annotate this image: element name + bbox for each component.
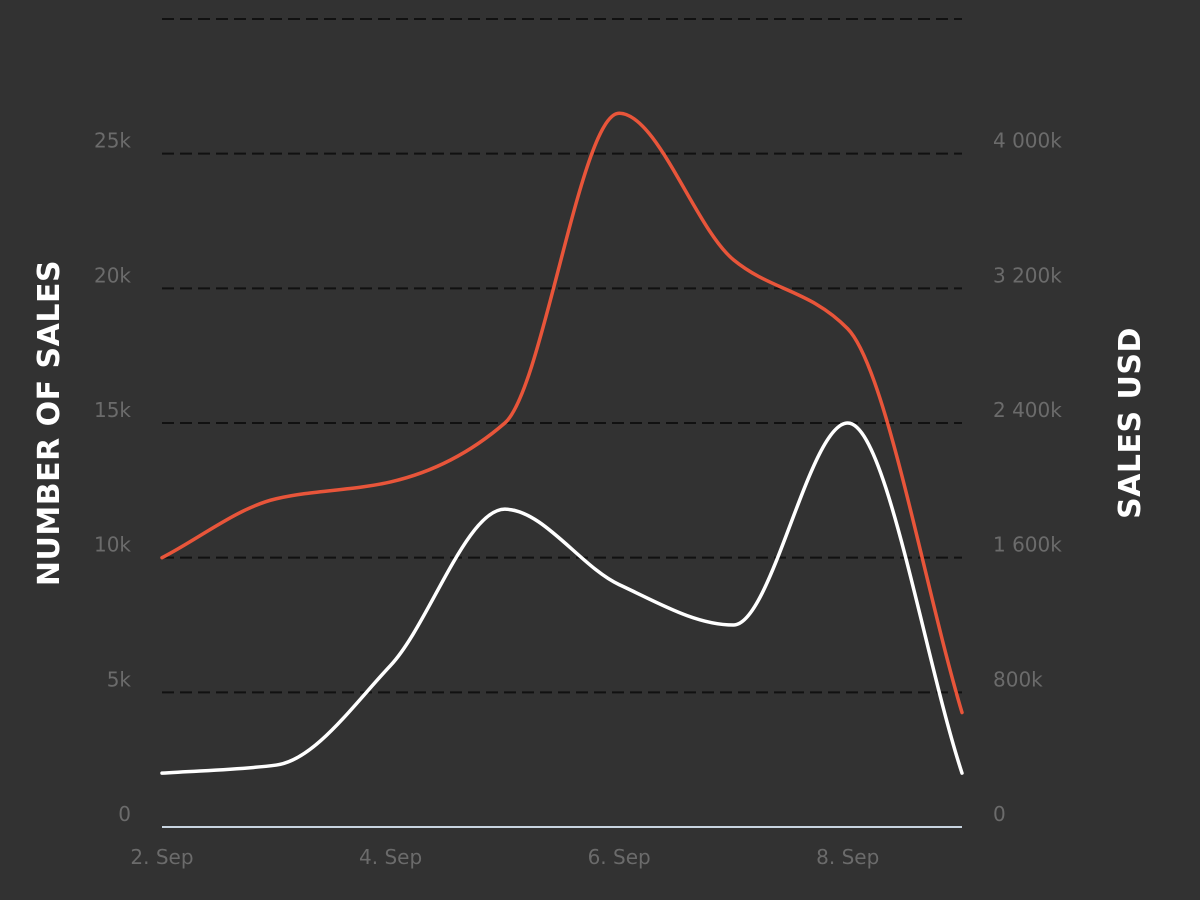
series-line-left: [160, 421, 964, 775]
y-tick-label-right: 4 000k: [993, 129, 1062, 153]
y-tick-label-left: 10k: [94, 533, 131, 557]
y-tick-label-right: 2 400k: [993, 398, 1062, 422]
y-axis-left-title: NUMBER OF SALES: [32, 260, 67, 586]
y-tick-label-left: 25k: [94, 129, 131, 153]
x-tick-label: 8. Sep: [816, 845, 879, 869]
y-tick-label-right: 0: [993, 802, 1006, 826]
y-tick-label-right: 3 200k: [993, 263, 1062, 287]
x-tick-label: 2. Sep: [130, 845, 193, 869]
x-tick-label: 4. Sep: [359, 845, 422, 869]
y-tick-label-left: 5k: [107, 667, 132, 691]
y-tick-label-right: 1 600k: [993, 533, 1062, 557]
series-line-right: [160, 111, 964, 715]
x-tick-label: 6. Sep: [588, 845, 651, 869]
y-tick-label-left: 20k: [94, 263, 131, 287]
y-tick-label-left: 15k: [94, 398, 131, 422]
y-tick-label-left: 0: [118, 802, 131, 826]
y-tick-label-right: 800k: [993, 667, 1043, 691]
y-axis-right-title: SALES USD: [1113, 327, 1148, 519]
